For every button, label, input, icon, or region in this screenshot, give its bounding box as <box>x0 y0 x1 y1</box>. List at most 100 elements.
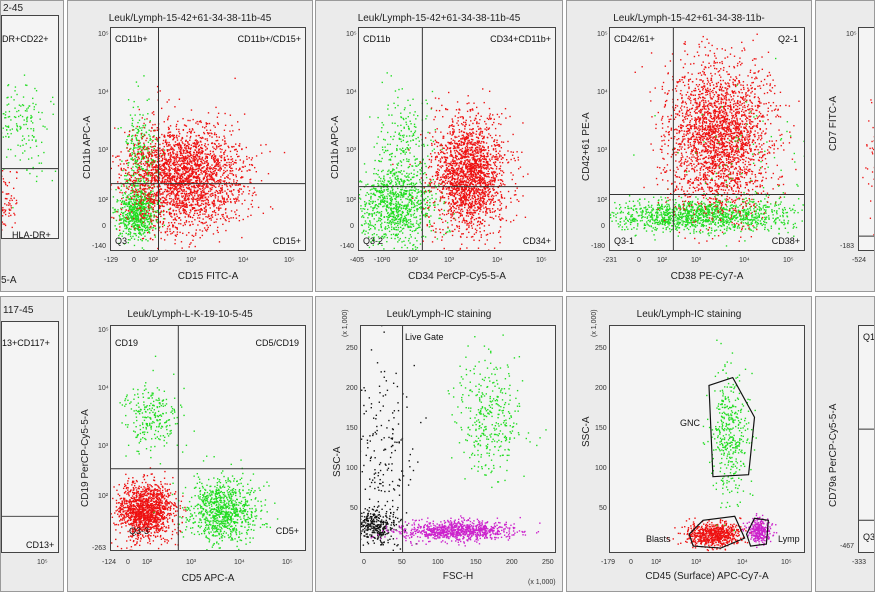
x-axis-label: FSC-H <box>442 571 474 582</box>
quadrant-label-tr: CD5/CD19 <box>255 338 299 348</box>
y-tick: 10³ <box>597 147 608 154</box>
quadrant-label-br: CD13+ <box>26 540 55 550</box>
cluster-red-cd15 <box>111 77 286 250</box>
y-tick: 10⁴ <box>346 89 357 96</box>
quadrant-label-bl: Q3 <box>863 532 875 542</box>
x-tick: 10² <box>148 257 159 264</box>
cluster-green-q3 <box>112 155 170 250</box>
cluster-green-cd19 <box>119 355 195 465</box>
y-axis-label: CD11b APC-A <box>82 115 93 179</box>
panel-title: 117-45 <box>3 305 34 316</box>
panel-title: Leuk/Lymph-IC staining <box>386 309 492 320</box>
plot-area: CD11b CD34+CD11b+ Q3-2 CD34+ <box>358 27 556 251</box>
x-tick: 10⁴ <box>234 559 245 566</box>
plot-area: Live Gate <box>360 325 556 553</box>
x-tick: 150 <box>470 559 482 566</box>
y-unit: (x 1,000) <box>342 309 349 337</box>
y-tick: 10² <box>98 493 109 500</box>
y-tick: 10² <box>346 197 357 204</box>
y-tick: 10² <box>597 197 608 204</box>
panel-cd5-cd19: Leuk/Lymph-L-K-19-10-5-45 CD19 CD5/CD19 … <box>67 296 313 592</box>
gate-gnc <box>708 376 756 478</box>
quadrant-label-bl: Q3 <box>115 236 128 246</box>
y-tick: 50 <box>350 505 358 512</box>
quadrant-label-bl: Q3-2 <box>363 236 384 246</box>
panel-title: Leuk/Lymph-15-42+61-34-38-11b-45 <box>357 13 521 24</box>
y-axis-label: CD79a PerCP-Cy5-5-A <box>828 403 839 507</box>
plot-area: CD19 CD5/CD19 Q3-3 CD5+ <box>110 325 306 551</box>
cluster-red-q3 <box>111 467 187 550</box>
gate-blasts <box>688 515 746 549</box>
x-tick: 10⁵ <box>282 559 293 566</box>
x-tick: -124 <box>102 559 117 566</box>
plot-area: CD11b+ CD11b+/CD15+ Q3 CD15+ <box>110 27 306 251</box>
x-tick: 100 <box>432 559 444 566</box>
panel-cd79a: Q1 Q3 CD79a PerCP-Cy5-5-A -467 -333 <box>815 296 875 592</box>
panel-cd15-cd11b: Leuk/Lymph-15-42+61-34-38-11b-45 CD11b+ … <box>67 0 313 292</box>
y-tick: 50 <box>599 505 607 512</box>
x-tick: 10³ <box>691 257 702 264</box>
y-tick: 100 <box>595 465 607 472</box>
y-tick: -140 <box>340 243 355 250</box>
cluster-green-cd5 <box>153 455 279 550</box>
quadrant-label-br: CD15+ <box>272 236 301 246</box>
cluster-green <box>447 334 547 489</box>
cluster-green-cd38 <box>610 188 803 241</box>
panel-title: 2-45 <box>3 3 24 14</box>
cluster-green-sparse <box>633 57 804 247</box>
x-tick: 10² <box>142 559 153 566</box>
x-tick: 10⁵ <box>781 559 792 566</box>
x-tick: 10⁵ <box>284 257 295 264</box>
x-tick: 10⁴ <box>238 257 249 264</box>
y-tick: 150 <box>346 425 358 432</box>
gate-label-live: Live Gate <box>405 332 444 342</box>
panel-title: Leuk/Lymph-IC staining <box>636 309 742 320</box>
y-unit: (x 1,000) <box>591 309 598 337</box>
quadrant-label-br: CD5+ <box>275 526 299 536</box>
quadrant-label-bl: Q3-3 <box>129 526 150 536</box>
x-tick: 250 <box>542 559 554 566</box>
y-tick: 10⁴ <box>98 385 109 392</box>
y-axis-label: CD11b APC-A <box>330 115 341 179</box>
cluster-black-debris <box>361 326 427 552</box>
x-tick: 50 <box>398 559 406 566</box>
quadrant-label-bl: Q3-1 <box>614 236 635 246</box>
x-tick: 10² <box>657 257 668 264</box>
x-tick: 10² <box>408 257 419 264</box>
y-tick: 200 <box>346 385 358 392</box>
quadrant-label-br: HLA-DR+ <box>12 230 51 239</box>
y-tick: 10⁵ <box>346 31 357 38</box>
y-tick: 0 <box>601 223 605 230</box>
y-tick: 10³ <box>98 443 109 450</box>
panel-cd7: CD7 FITC-A 10⁵ -183 -524 <box>815 0 875 292</box>
x-tick: 0 <box>629 559 633 566</box>
x-axis-label: CD45 (Surface) APC-Cy7-A <box>645 571 769 582</box>
quadrant-label-tr: Q2-1 <box>777 34 798 44</box>
x-axis-label: CD15 FITC-A <box>177 271 239 282</box>
quadrant-label-tl: Q1 <box>863 332 875 342</box>
panel-cd13-cd117: 117-45 13+CD117+ CD13+ 10⁵ <box>0 296 64 592</box>
x-tick: 10⁵ <box>536 257 547 264</box>
plot-area: Q1 Q3 <box>858 325 875 553</box>
panel-title: Leuk/Lymph-L-K-19-10-5-45 <box>127 309 253 320</box>
cluster-magenta-lymp <box>742 513 778 549</box>
y-tick: 10³ <box>346 147 357 154</box>
cluster-black-dense <box>361 504 404 546</box>
quadrant-label-tr: 13+CD117+ <box>2 338 50 348</box>
y-axis-label: CD42+61 PE-A <box>581 112 592 181</box>
panel-title: Leuk/Lymph-15-42+61-34-38-11b- <box>613 13 765 24</box>
x-tick: 0 <box>637 257 641 264</box>
quadrant-label-tl: CD11b <box>363 34 391 44</box>
y-tick: 10⁵ <box>846 31 857 38</box>
x-tick: -179 <box>601 559 616 566</box>
x-tick: 0 <box>132 257 136 264</box>
x-tick: 0 <box>126 559 130 566</box>
gate-label-gnc: GNC <box>680 418 700 428</box>
x-tick: -129 <box>104 257 119 264</box>
x-tick: 10³ <box>186 559 197 566</box>
y-tick: -140 <box>92 243 107 250</box>
x-tick: -524 <box>852 257 867 264</box>
gate-lymp <box>745 517 770 547</box>
x-tick: -10²0 <box>374 257 391 264</box>
x-tick: 10⁴ <box>737 559 748 566</box>
